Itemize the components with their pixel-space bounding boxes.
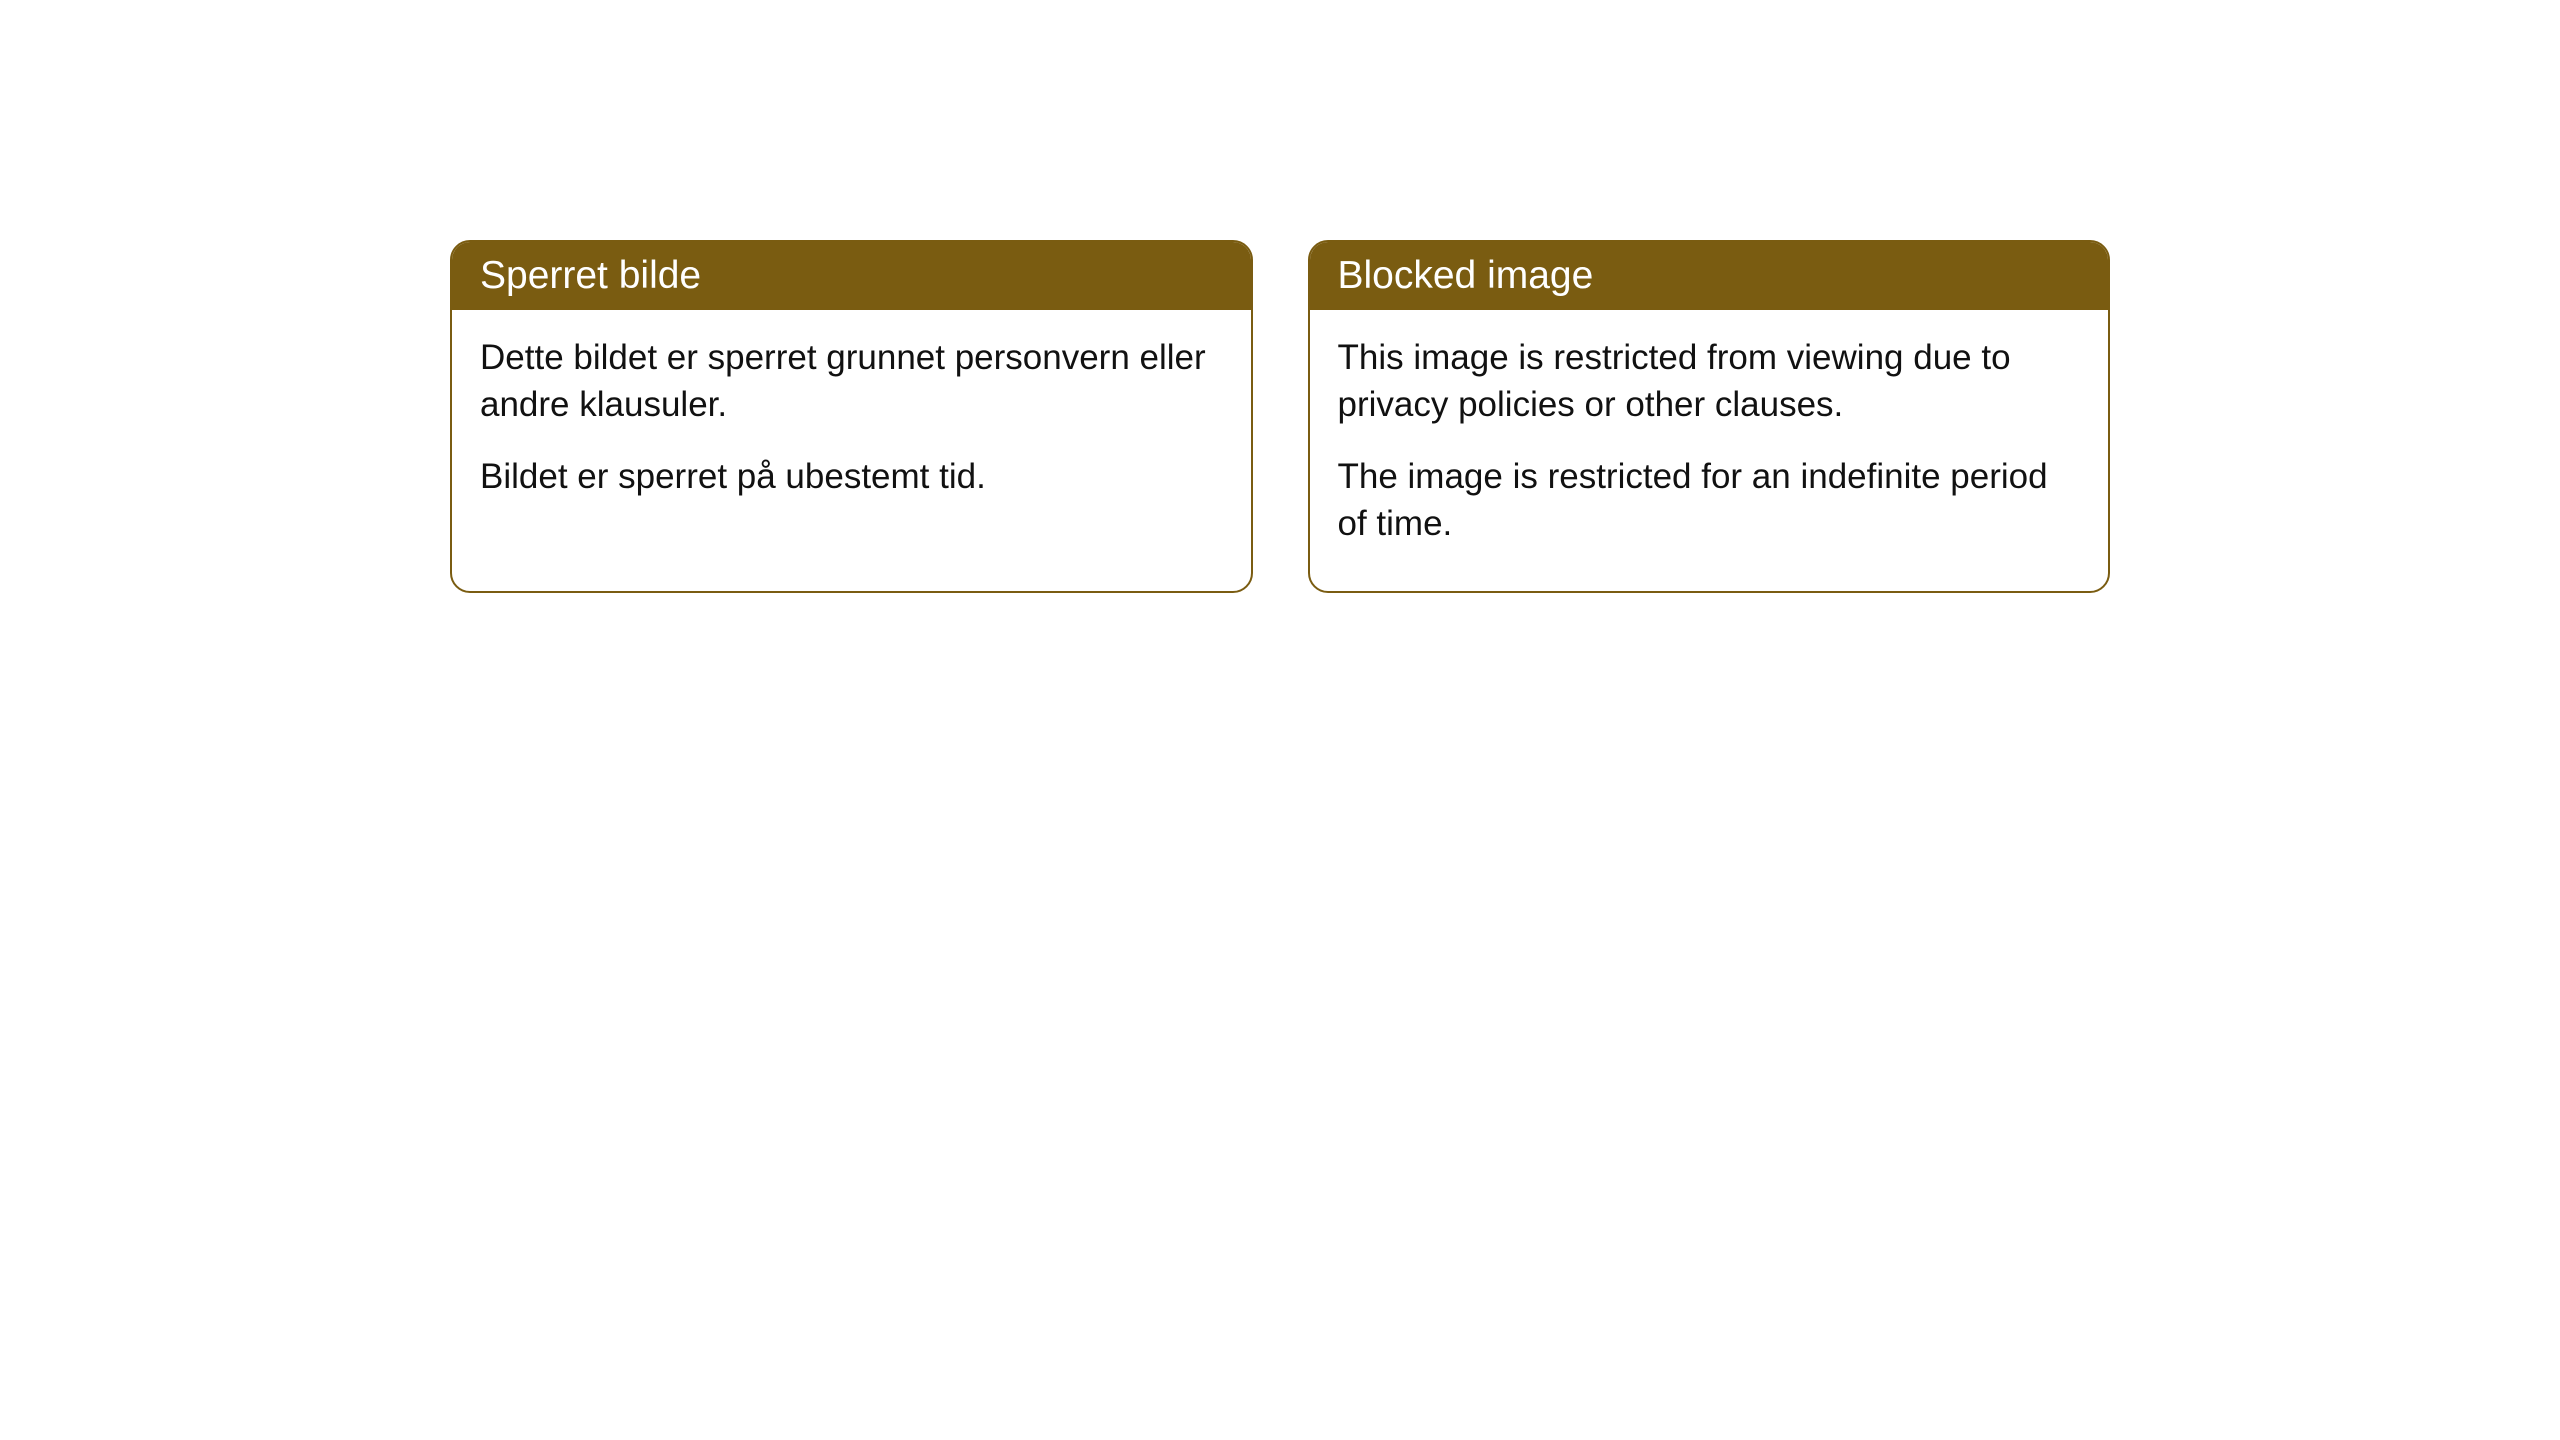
notice-card-norwegian: Sperret bilde Dette bildet er sperret gr…	[450, 240, 1253, 593]
notice-paragraph: The image is restricted for an indefinit…	[1338, 453, 2081, 548]
card-title: Blocked image	[1338, 254, 1594, 297]
card-body-english: This image is restricted from viewing du…	[1310, 310, 2109, 591]
notice-paragraph: Bildet er sperret på ubestemt tid.	[480, 453, 1223, 500]
notice-cards-container: Sperret bilde Dette bildet er sperret gr…	[450, 240, 2110, 593]
card-header-english: Blocked image	[1310, 242, 2109, 310]
card-header-norwegian: Sperret bilde	[452, 242, 1251, 310]
notice-paragraph: This image is restricted from viewing du…	[1338, 334, 2081, 429]
notice-card-english: Blocked image This image is restricted f…	[1308, 240, 2111, 593]
notice-paragraph: Dette bildet er sperret grunnet personve…	[480, 334, 1223, 429]
card-body-norwegian: Dette bildet er sperret grunnet personve…	[452, 310, 1251, 544]
card-title: Sperret bilde	[480, 254, 701, 297]
